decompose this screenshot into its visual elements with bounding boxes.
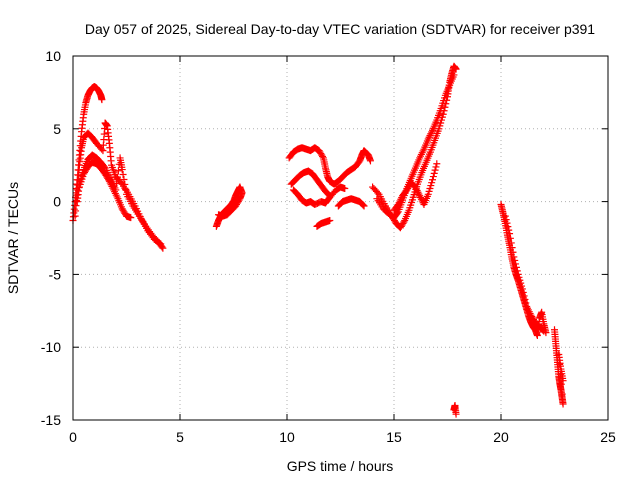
data-point-marker (366, 157, 374, 165)
data-point-marker (506, 234, 514, 242)
data-point-marker (558, 390, 566, 398)
x-tick-label: 10 (279, 429, 295, 445)
series-arc-17 (551, 326, 567, 408)
data-point-marker (501, 212, 509, 220)
plot-frame (72, 55, 609, 421)
data-point-marker (539, 326, 547, 334)
data-point-marker (509, 248, 517, 256)
data-point-marker (559, 400, 567, 408)
data-point-marker (359, 201, 367, 209)
data-point-marker (505, 226, 513, 234)
data-point-marker (360, 202, 368, 210)
data-points (69, 62, 567, 418)
data-point-marker (119, 171, 127, 179)
y-tick-label: 0 (53, 194, 61, 210)
data-point-marker (439, 110, 447, 118)
data-point-marker (432, 163, 440, 171)
data-point-marker (512, 263, 520, 271)
data-point-marker (520, 292, 528, 300)
data-point-marker (433, 160, 441, 168)
data-point-marker (114, 173, 122, 181)
x-tick-label: 5 (176, 429, 184, 445)
data-point-marker (512, 260, 520, 268)
data-point-marker (114, 167, 122, 175)
data-point-marker (522, 299, 530, 307)
data-point-marker (431, 166, 439, 174)
data-point-marker (452, 410, 460, 418)
data-point-marker (374, 189, 382, 197)
data-point-marker (503, 219, 511, 227)
data-point-marker (341, 184, 349, 192)
data-point-marker (511, 256, 519, 264)
series-arc-11 (369, 62, 460, 232)
data-point-marker (519, 288, 527, 296)
data-point-marker (507, 239, 515, 247)
data-point-marker (540, 327, 548, 335)
data-point-marker (319, 152, 327, 160)
data-point-marker (508, 244, 516, 252)
y-tick-label: 10 (45, 48, 61, 64)
data-point-marker (121, 180, 129, 188)
series-arc-9 (334, 195, 368, 210)
data-point-marker (452, 65, 460, 73)
series-arc-1 (69, 83, 106, 225)
data-point-marker (118, 166, 126, 174)
data-point-marker (502, 216, 510, 224)
data-point-marker (158, 243, 166, 251)
data-point-marker (450, 71, 458, 79)
data-point-marker (429, 176, 437, 184)
series-arc-12 (373, 71, 458, 222)
grid (73, 56, 608, 420)
series-arc-4 (75, 158, 135, 222)
data-point-marker (159, 244, 167, 252)
chart-title: Day 057 of 2025, Sidereal Day-to-day VTE… (85, 21, 595, 37)
y-axis-label: SDTVAR / TECUs (5, 182, 21, 294)
data-point-marker (430, 169, 438, 177)
data-point-marker (521, 295, 529, 303)
x-tick-label: 20 (493, 429, 509, 445)
series-arc-6 (285, 144, 374, 188)
series-arc-16 (501, 212, 548, 335)
data-point-marker (504, 223, 512, 231)
series-arc-13 (390, 160, 441, 214)
x-tick-label: 15 (386, 429, 402, 445)
data-point-marker (429, 173, 437, 181)
data-point-marker (559, 377, 567, 385)
data-point-marker (441, 103, 449, 111)
data-point-marker (127, 214, 135, 222)
data-point-marker (98, 145, 106, 153)
y-tick-label: -15 (41, 412, 61, 428)
data-point-marker (513, 267, 521, 275)
series-arc-7 (287, 167, 334, 200)
series-arc-8 (289, 183, 349, 209)
data-point-marker (120, 175, 128, 183)
data-point-marker (113, 180, 121, 188)
y-tick-label: -5 (49, 266, 62, 282)
data-point-marker (105, 176, 113, 184)
series-arc-5 (212, 183, 246, 230)
y-tick-label: 5 (53, 121, 61, 137)
data-point-marker (400, 218, 408, 226)
axis-tick-labels: 0 5 10 15 20 25 -15 -10 -5 0 5 10 (41, 48, 616, 445)
data-point-marker (215, 211, 223, 219)
data-point-marker (557, 380, 565, 388)
data-point-marker (506, 230, 514, 238)
data-point-marker (98, 96, 106, 104)
y-tick-label: -10 (41, 339, 61, 355)
x-axis-label: GPS time / hours (287, 458, 394, 474)
data-point-marker (326, 217, 334, 225)
series-arc-14 (450, 401, 460, 418)
x-tick-label: 0 (69, 429, 77, 445)
data-point-marker (518, 285, 526, 293)
series-arc-10 (313, 217, 334, 230)
x-tick-label: 25 (600, 429, 616, 445)
series-arc-15 (497, 201, 550, 340)
data-point-marker (510, 253, 518, 261)
data-point-marker (122, 185, 130, 193)
